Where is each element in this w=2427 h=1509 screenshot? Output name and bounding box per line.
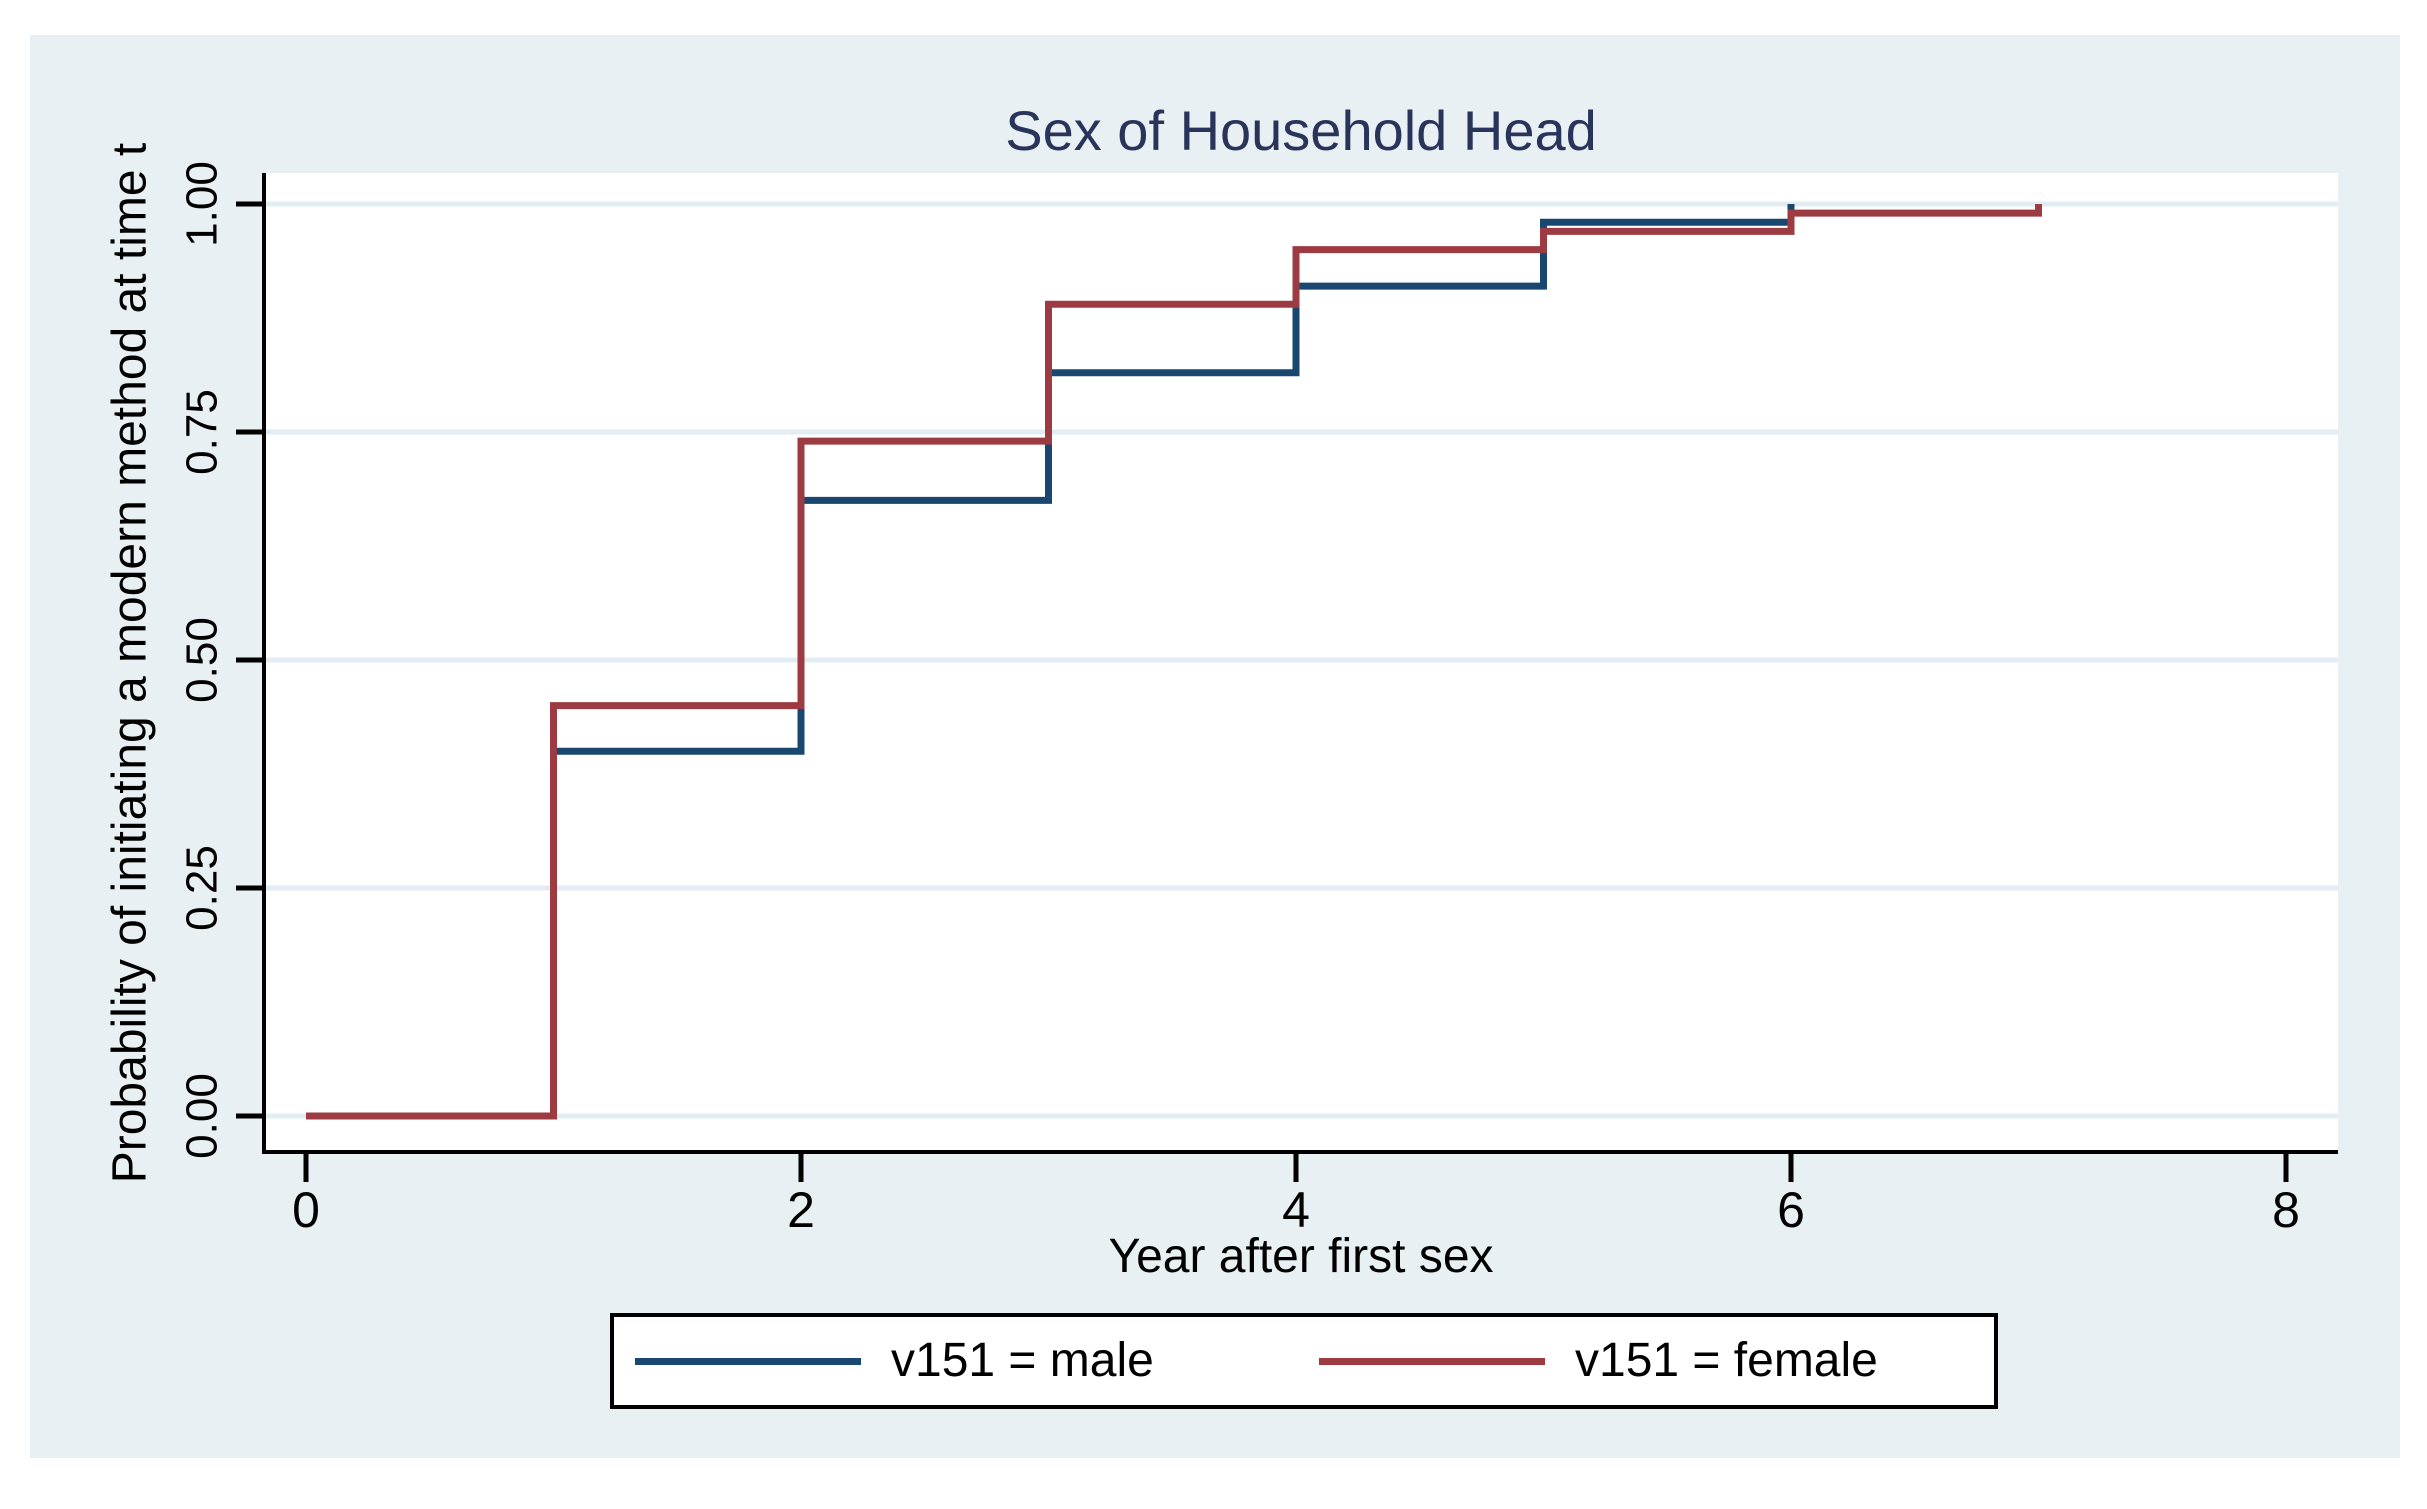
x-axis-title: Year after first sex	[1108, 1230, 1493, 1283]
y-tick-label: 1.00	[178, 161, 227, 247]
legend: v151 = male v151 = female	[610, 1313, 1998, 1409]
x-tick-label: 2	[787, 1182, 815, 1238]
legend-entry-male: v151 = male	[635, 1317, 1154, 1405]
chart-title: Sex of Household Head	[1005, 99, 1597, 162]
y-tick-label: 0.75	[178, 389, 227, 475]
y-tick-label: 0.50	[178, 617, 227, 703]
x-tick-label: 6	[1777, 1182, 1805, 1238]
x-tick-label: 0	[292, 1182, 320, 1238]
y-axis-title: Probability of initiating a modern metho…	[104, 143, 157, 1184]
y-tick-label: 0.00	[178, 1073, 227, 1159]
legend-label-male: v151 = male	[891, 1334, 1154, 1387]
y-tick-label: 0.25	[178, 845, 227, 931]
legend-label-female: v151 = female	[1575, 1334, 1878, 1387]
legend-entry-female: v151 = female	[1319, 1317, 1878, 1405]
x-tick-label: 8	[2272, 1182, 2300, 1238]
legend-line-female-icon	[1319, 1357, 1545, 1365]
series-path-female	[306, 204, 2042, 1120]
legend-line-male-icon	[635, 1357, 861, 1365]
x-tick-label: 4	[1282, 1182, 1310, 1238]
plot-render-layer: 0.00 0.25 0.50 0.75 1.00 0 2 4 6 8	[178, 161, 2338, 1238]
